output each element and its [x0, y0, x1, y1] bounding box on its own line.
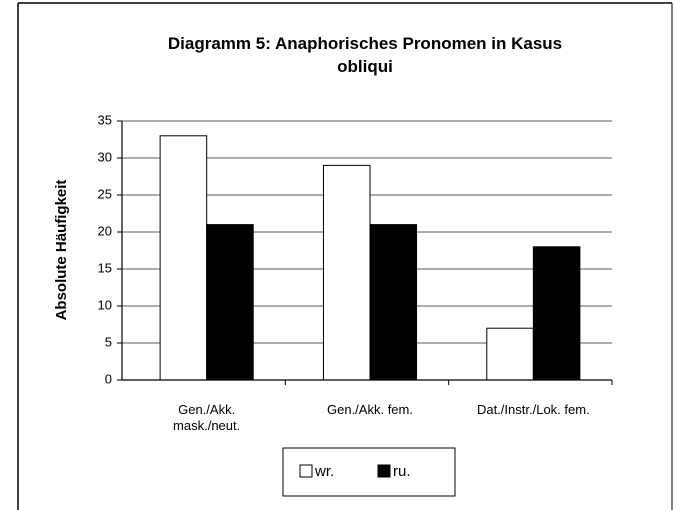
y-tick-label: 30 [98, 149, 112, 164]
y-tick-label: 0 [105, 371, 112, 386]
y-tick-label: 25 [98, 186, 112, 201]
bar [206, 224, 254, 381]
bar [159, 135, 208, 381]
bar [369, 224, 418, 381]
x-tick-label: Gen./Akk. mask./neut. [173, 402, 241, 433]
legend-label: ru. [393, 463, 411, 480]
bar [322, 164, 371, 381]
y-tick-label: 35 [98, 112, 112, 127]
legend-swatch [377, 464, 391, 478]
y-axis-label: Absolute Häufigkeit [53, 180, 70, 321]
legend-swatch [299, 464, 313, 478]
bar [532, 246, 581, 381]
x-tick-label: Gen./Akk. fem. [327, 402, 413, 417]
y-tick-label: 15 [98, 260, 112, 275]
x-tick-label: Dat./Instr./Lok. fem. [476, 402, 590, 417]
y-tick-label: 10 [98, 297, 112, 312]
y-tick-label: 5 [105, 334, 112, 349]
legend-label: wr. [314, 463, 334, 480]
y-tick-label: 20 [98, 223, 112, 238]
chart-title: Diagramm 5: Anaphorisches Pronomen in Ka… [167, 34, 563, 76]
bar [486, 327, 534, 381]
